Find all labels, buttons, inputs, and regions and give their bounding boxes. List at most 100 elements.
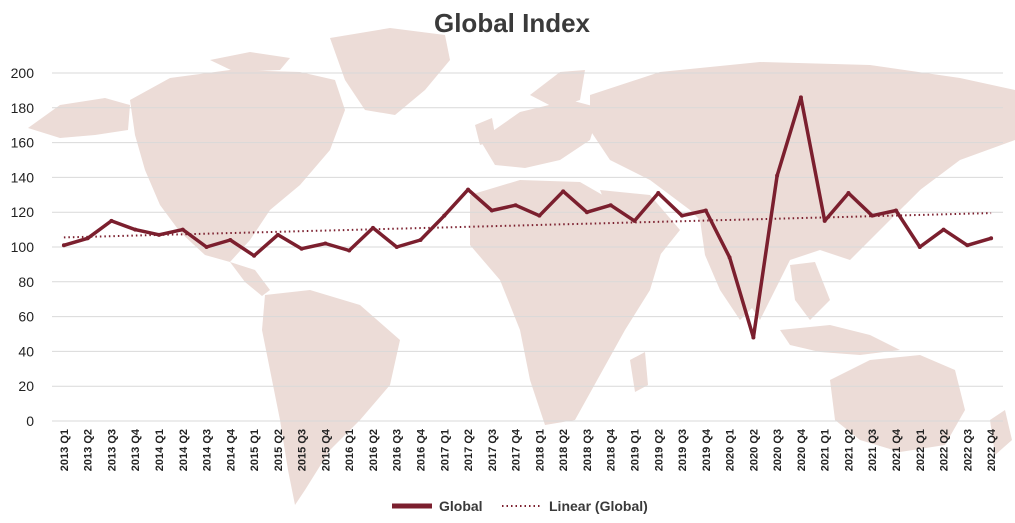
x-tick-label: 2019 Q4 (701, 428, 713, 471)
x-tick-label: 2014 Q3 (202, 429, 214, 471)
data-point (180, 227, 185, 232)
world-map-icon (28, 28, 1015, 505)
x-tick-label: 2015 Q2 (273, 429, 285, 471)
data-point (798, 95, 803, 100)
data-point (775, 173, 780, 178)
x-tick-label: 2021 Q3 (867, 429, 879, 471)
data-point (894, 208, 899, 213)
x-tick-label: 2014 Q4 (225, 428, 237, 471)
data-point (394, 245, 399, 249)
y-tick-label: 200 (11, 65, 35, 81)
y-tick-label: 0 (26, 413, 34, 429)
x-tick-label: 2019 Q2 (653, 429, 665, 471)
data-point (537, 213, 542, 218)
data-point (109, 218, 114, 223)
data-point (727, 255, 732, 260)
data-point (656, 191, 661, 196)
x-tick-label: 2018 Q3 (582, 429, 594, 471)
x-tick-label: 2020 Q2 (748, 429, 760, 471)
x-tick-label: 2018 Q1 (534, 429, 546, 471)
data-point (489, 208, 494, 213)
x-tick-label: 2017 Q3 (487, 429, 499, 471)
x-tick-label: 2014 Q1 (154, 429, 166, 471)
data-point (442, 213, 447, 218)
data-point (252, 253, 257, 258)
x-tick-label: 2017 Q2 (463, 429, 475, 471)
x-tick-label: 2016 Q2 (368, 429, 380, 471)
data-point (85, 236, 90, 241)
y-tick-label: 160 (11, 135, 35, 151)
x-tick-label: 2021 Q4 (891, 428, 903, 471)
y-tick-label: 40 (18, 343, 34, 359)
x-tick-label: 2013 Q3 (106, 429, 118, 471)
series-line-global (62, 95, 993, 340)
series-layer (61, 95, 994, 340)
x-tick-label: 2022 Q1 (915, 429, 927, 471)
data-point (513, 203, 518, 208)
x-tick-label: 2019 Q1 (629, 429, 641, 471)
data-point (632, 218, 637, 223)
gridlines (52, 72, 1003, 422)
x-tick-label: 2013 Q2 (83, 429, 95, 471)
legend-label-global: Global (439, 498, 483, 514)
x-tick-label: 2020 Q4 (796, 428, 808, 471)
x-axis-ticks: 2013 Q1 2013 Q2 2013 Q3 2013 Q4 2014 Q1 2014 … (59, 428, 998, 471)
x-tick-label: 2019 Q3 (677, 429, 689, 471)
data-point (418, 238, 423, 243)
data-point (941, 227, 946, 232)
data-point (822, 218, 827, 223)
data-point (608, 203, 613, 208)
data-point (703, 208, 708, 213)
y-tick-label: 120 (11, 204, 35, 220)
data-point (965, 243, 970, 248)
y-tick-label: 100 (11, 239, 35, 255)
x-tick-label: 2013 Q1 (59, 429, 71, 471)
x-tick-label: 2022 Q3 (962, 429, 974, 471)
data-point (680, 213, 685, 218)
data-point (275, 232, 280, 237)
x-tick-label: 2015 Q3 (297, 429, 309, 471)
x-tick-label: 2015 Q1 (249, 429, 261, 471)
data-point (347, 248, 352, 253)
data-point (133, 227, 138, 232)
x-tick-label: 2015 Q4 (320, 428, 332, 471)
data-point (61, 243, 66, 248)
data-point (751, 335, 756, 340)
data-point (370, 225, 375, 230)
x-tick-label: 2016 Q3 (392, 429, 404, 471)
chart-title: Global Index (434, 8, 591, 38)
x-tick-label: 2014 Q2 (178, 429, 190, 471)
legend: Global Linear (Global) (392, 498, 648, 514)
y-tick-label: 80 (18, 274, 34, 290)
data-point (561, 189, 566, 194)
y-tick-label: 60 (18, 309, 34, 325)
x-tick-label: 2020 Q1 (725, 429, 737, 471)
x-tick-label: 2017 Q4 (511, 428, 523, 471)
x-tick-label: 2022 Q2 (939, 429, 951, 471)
data-point (299, 246, 304, 251)
data-point (584, 210, 589, 215)
data-point (323, 241, 328, 246)
data-point (156, 232, 161, 237)
data-point (846, 191, 851, 196)
y-tick-label: 140 (11, 169, 35, 185)
x-tick-label: 2020 Q3 (772, 429, 784, 471)
data-point (466, 187, 471, 192)
x-tick-label: 2022 Q4 (986, 428, 998, 471)
trendline-layer (63, 212, 992, 239)
x-tick-label: 2016 Q1 (344, 429, 356, 471)
x-tick-label: 2013 Q4 (130, 428, 142, 471)
y-tick-label: 180 (11, 100, 35, 116)
trendline-linear-global (63, 212, 992, 239)
data-point (989, 236, 994, 241)
y-axis-ticks: 0 20 40 60 80 100 120 140 160 180 200 (11, 65, 35, 429)
data-point (204, 245, 209, 249)
x-tick-label: 2016 Q4 (416, 428, 428, 471)
x-tick-label: 2018 Q2 (558, 429, 570, 471)
x-tick-label: 2018 Q4 (606, 428, 618, 471)
x-tick-label: 2021 Q2 (843, 429, 855, 471)
x-tick-label: 2017 Q1 (439, 429, 451, 471)
x-tick-label: 2021 Q1 (820, 429, 832, 471)
data-point (917, 245, 922, 249)
